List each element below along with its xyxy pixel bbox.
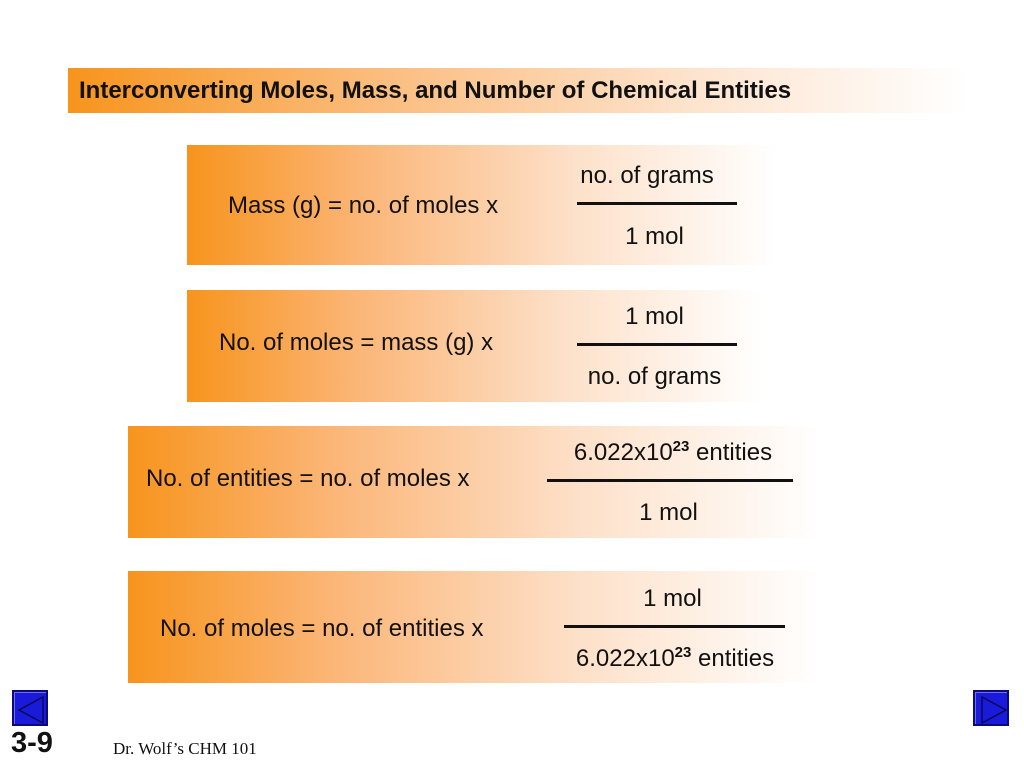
equation-moles-from-mass: No. of moles = mass (g) x 1 mol no. of g… [187, 290, 762, 402]
equation-lhs: No. of moles = no. of entities x [160, 615, 484, 642]
triangle-left-icon [17, 695, 44, 725]
next-slide-button[interactable] [973, 690, 1009, 726]
previous-slide-button[interactable] [12, 690, 48, 726]
slide-number: 3-9 [11, 727, 53, 759]
fraction-bar [564, 625, 785, 628]
equation-lhs: Mass (g) = no. of moles x [228, 192, 499, 219]
denominator-unit: entities [691, 645, 775, 672]
fraction-bar [547, 479, 793, 482]
equation-lhs: No. of moles = mass (g) x [219, 329, 494, 356]
avogadro-base: 6.022x10 [575, 645, 675, 672]
equation-mass-from-moles: Mass (g) = no. of moles x no. of grams 1… [187, 145, 777, 265]
fraction-numerator: 6.022x1023 entities [538, 439, 808, 467]
fraction-numerator: 1 mol [625, 303, 684, 330]
equation-lhs: No. of entities = no. of moles x [146, 465, 470, 492]
slide-title: Interconverting Moles, Mass, and Number … [79, 77, 792, 104]
fraction-denominator: no. of grams [587, 363, 722, 390]
fraction-denominator: 1 mol [639, 499, 698, 526]
fraction-numerator: 1 mol [643, 585, 702, 612]
avogadro-exponent: 23 [674, 644, 692, 661]
fraction-bar [577, 343, 737, 346]
equation-entities-from-moles: No. of entities = no. of moles x 6.022x1… [128, 426, 818, 538]
triangle-right-icon [981, 695, 1008, 725]
equation-moles-from-entities: No. of moles = no. of entities x 1 mol 6… [128, 571, 818, 683]
fraction-denominator: 6.022x1023 entities [540, 645, 810, 673]
course-footer: Dr. Wolf’s CHM 101 [113, 739, 257, 758]
numerator-unit: entities [689, 439, 773, 466]
avogadro-base: 6.022x10 [573, 439, 673, 466]
fraction-bar [577, 202, 737, 205]
title-bar: Interconverting Moles, Mass, and Number … [68, 68, 968, 113]
fraction-numerator: no. of grams [580, 162, 714, 189]
avogadro-exponent: 23 [672, 438, 690, 455]
fraction-denominator: 1 mol [625, 223, 684, 250]
